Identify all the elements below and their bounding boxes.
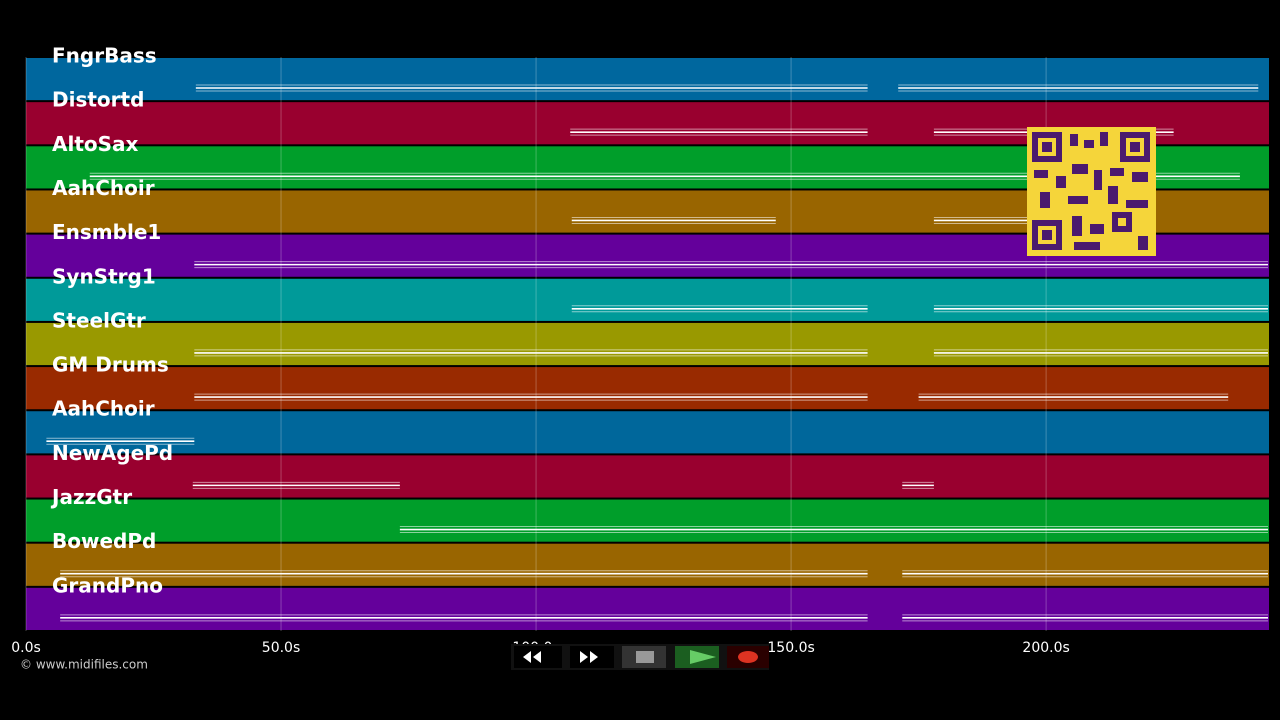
track-band (26, 587, 1269, 630)
fast-forward-button[interactable] (570, 646, 614, 668)
track-band (26, 58, 1269, 101)
track-name: AltoSax (52, 132, 139, 156)
track-name: AahChoir (52, 397, 155, 421)
track-name: NewAgePd (52, 441, 173, 465)
track-name: Distortd (52, 88, 144, 112)
track-name: SynStrg1 (52, 264, 156, 288)
track-band (26, 543, 1269, 586)
track-band (26, 499, 1269, 542)
stop-button[interactable] (622, 646, 666, 668)
notes (46, 84, 1268, 622)
track-band (26, 455, 1269, 498)
track-name: JazzGtr (50, 485, 132, 509)
track-name: FngrBass (52, 44, 157, 68)
tick-label: 150.0s (767, 640, 814, 656)
track-band (26, 411, 1269, 454)
track-name: Ensmble1 (52, 220, 161, 244)
rewind-button[interactable] (514, 646, 562, 668)
tick-label: 0.0s (11, 640, 41, 656)
transport-controls (511, 644, 769, 670)
credit: © www.midifiles.com (20, 658, 148, 672)
track-name: SteelGtr (52, 308, 146, 332)
track-name: AahChoir (52, 176, 155, 200)
tick-label: 200.0s (1022, 640, 1069, 656)
track-band (26, 322, 1269, 366)
track-name: BowedPd (52, 529, 156, 553)
record-button[interactable] (727, 646, 769, 668)
track-name: GrandPno (52, 573, 163, 597)
track-band (26, 278, 1269, 321)
track-name: GM Drums (52, 353, 169, 377)
play-button[interactable] (675, 646, 719, 668)
track-band (26, 367, 1269, 410)
qr-code (1027, 127, 1156, 256)
tick-label: 50.0s (262, 640, 300, 656)
